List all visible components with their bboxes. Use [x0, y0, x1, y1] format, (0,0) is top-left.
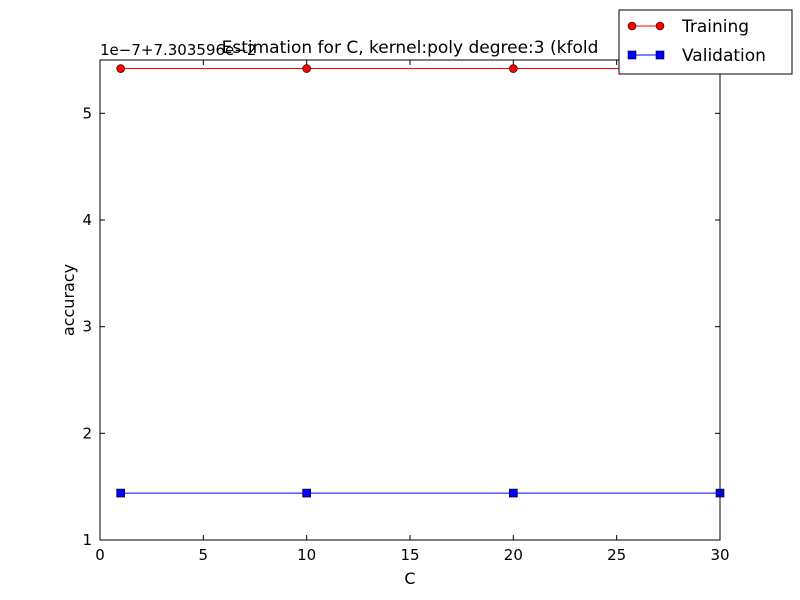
- data-point-validation: [302, 488, 311, 498]
- chart-title: Estimation for C, kernel:poly degree:3 (…: [222, 38, 599, 58]
- legend-marker-training: [627, 21, 637, 31]
- x-tick-label: 25: [607, 546, 626, 564]
- y-tick-label: 4: [82, 211, 92, 229]
- legend-item-training: Training: [627, 17, 749, 37]
- legend-frame: [618, 9, 793, 75]
- y-axis-label: accuracy: [59, 264, 78, 336]
- legend-label-validation: Validation: [682, 46, 766, 66]
- legend-label-training: Training: [681, 17, 749, 37]
- x-tick-label: 15: [400, 546, 419, 564]
- legend-marker-training: [655, 21, 665, 31]
- x-tick-label: 20: [504, 546, 523, 564]
- legend-marker-validation: [655, 50, 665, 60]
- x-tick-label: 10: [297, 546, 316, 564]
- legend-marker-validation: [627, 50, 637, 60]
- data-point-validation: [116, 488, 125, 498]
- plot-area: [100, 60, 720, 540]
- axis-ticks: 0 5 10 15 20 25 30 1 2 3 4 5: [82, 60, 730, 564]
- x-axis-label: C: [404, 569, 415, 588]
- x-tick-label: 30: [710, 546, 729, 564]
- data-point-validation: [509, 488, 518, 498]
- y-tick-label: 1: [82, 531, 92, 549]
- axis-offset-label: 1e−7+7.303596e−2: [100, 41, 256, 59]
- x-tick-label: 5: [199, 546, 209, 564]
- legend: Training Validation: [618, 9, 793, 75]
- legend-item-validation: Validation: [627, 46, 766, 66]
- data-point-training: [302, 64, 311, 73]
- plot-frame: [99, 59, 721, 541]
- data-point-training: [116, 64, 125, 73]
- data-point-training: [509, 64, 518, 73]
- x-tick-label: 0: [95, 546, 105, 564]
- y-tick-label: 3: [82, 318, 92, 336]
- y-tick-label: 2: [82, 424, 92, 442]
- y-tick-label: 5: [82, 104, 92, 122]
